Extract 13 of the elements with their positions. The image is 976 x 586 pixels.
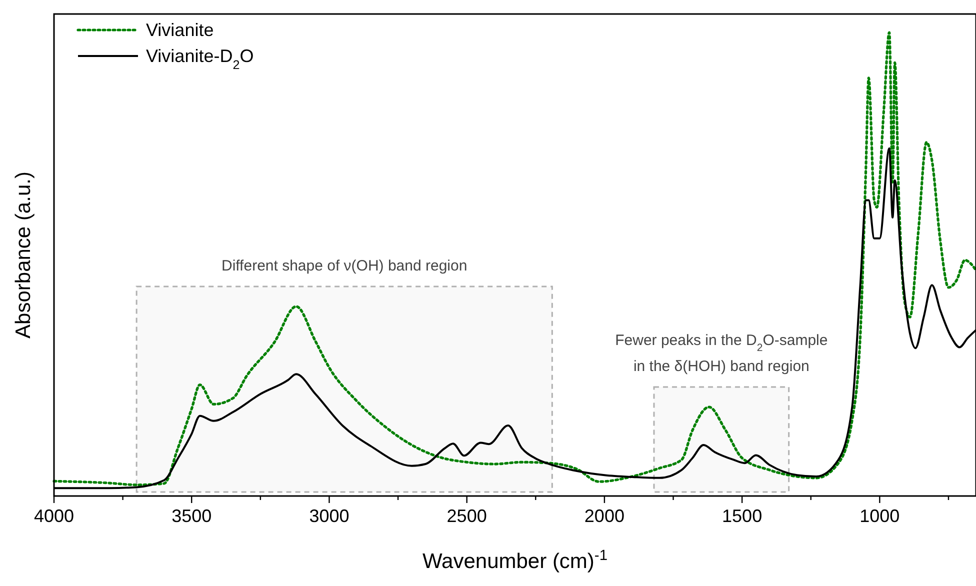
legend-label: Vivianite	[146, 20, 214, 40]
band-label: Fewer peaks in the D$_{2}$O-sample in the δ(HOH) band region	[615, 332, 828, 376]
band-label: Different shape of ν(OH) band region	[222, 257, 468, 274]
x-tick-label: 4000	[34, 506, 74, 526]
y-axis-title: Absorbance (a.u.)	[12, 172, 35, 338]
x-tick-label: 1500	[722, 506, 762, 526]
legend-label: Vivianite-D$_{2}$O	[146, 46, 254, 72]
x-tick-label: 1000	[860, 506, 900, 526]
x-tick-label: 2000	[584, 506, 624, 526]
x-tick-label: 3500	[172, 506, 212, 526]
x-tick-label: 2500	[446, 506, 487, 526]
x-axis-title: Wavenumber (cm)$^{-1}$	[422, 548, 608, 573]
x-tick-label: 3000	[309, 506, 350, 526]
